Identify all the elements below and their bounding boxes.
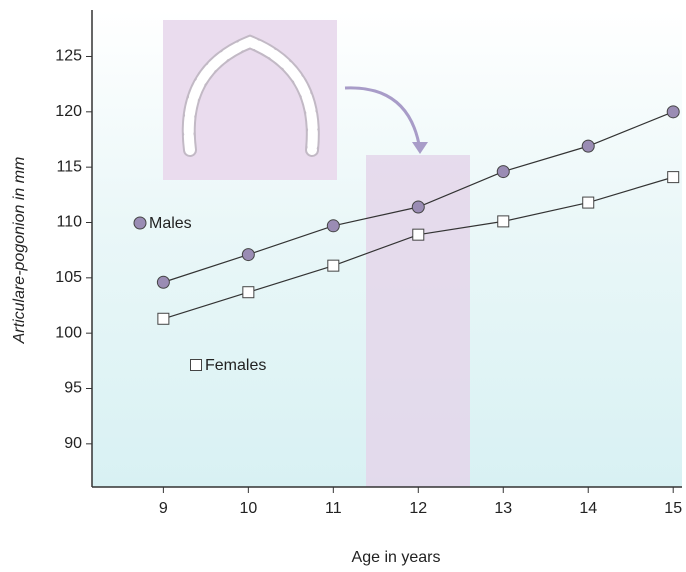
- y-tick-label: 90: [64, 435, 82, 452]
- point: [326, 219, 340, 233]
- y-tick-label: 125: [55, 48, 82, 65]
- point: [581, 139, 595, 153]
- x-tick-label: 10: [239, 500, 257, 517]
- x-tick-label: 13: [494, 500, 512, 517]
- y-tick-label: 110: [56, 214, 82, 231]
- point: [667, 171, 680, 184]
- point: [582, 196, 595, 209]
- y-tick-label: 95: [64, 380, 82, 397]
- arrow-head: [412, 142, 428, 154]
- point: [157, 312, 170, 325]
- y-tick-label: 105: [55, 269, 82, 286]
- x-tick-label: 12: [409, 500, 427, 517]
- point: [156, 275, 170, 289]
- x-tick-label: 14: [579, 500, 597, 517]
- x-tick-label: 15: [664, 500, 682, 517]
- legend-label: Males: [149, 215, 192, 232]
- x-tick-label: 11: [325, 500, 342, 517]
- point: [496, 165, 510, 179]
- legend-marker: [133, 216, 147, 230]
- point: [241, 248, 255, 262]
- y-axis-label: Articulare-pogonion in mm: [11, 157, 28, 345]
- y-tick-label: 120: [55, 103, 82, 120]
- x-axis-label: Age in years: [352, 549, 441, 566]
- point: [497, 215, 510, 228]
- y-tick-label: 115: [56, 158, 82, 175]
- teeth-illustration: [163, 20, 337, 180]
- point: [327, 259, 340, 272]
- point: [411, 200, 425, 214]
- x-tick-label: 9: [159, 500, 168, 517]
- point: [242, 286, 255, 299]
- y-tick-label: 100: [55, 324, 82, 341]
- arrow: [344, 86, 422, 151]
- legend-label: Females: [205, 357, 266, 374]
- point: [412, 228, 425, 241]
- legend-marker: [190, 359, 202, 371]
- point: [666, 105, 680, 119]
